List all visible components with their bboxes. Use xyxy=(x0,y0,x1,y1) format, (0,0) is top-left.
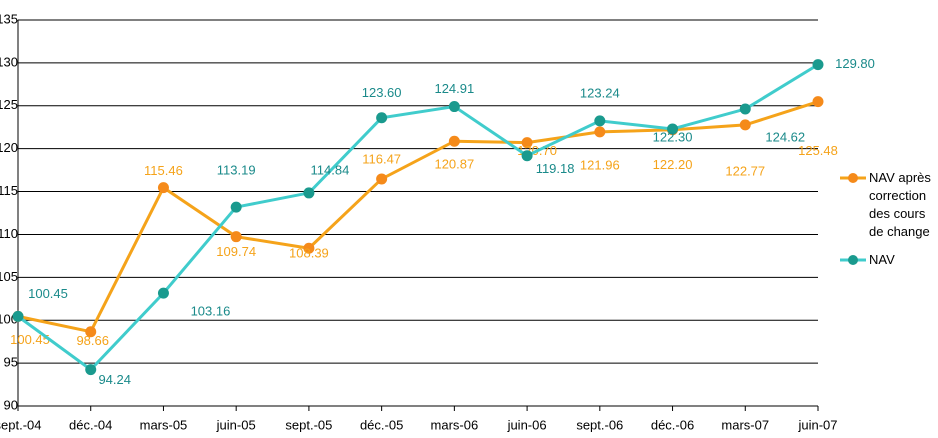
value-label: 122.77 xyxy=(725,163,765,178)
value-label: 108.39 xyxy=(289,246,329,261)
value-label: 115.46 xyxy=(144,163,183,178)
value-label: 124.91 xyxy=(434,81,474,96)
x-tick-label: mars-07 xyxy=(721,417,769,432)
point xyxy=(812,59,824,71)
value-label: 124.62 xyxy=(765,129,805,144)
x-tick-label: mars-05 xyxy=(140,417,188,432)
point xyxy=(85,326,97,338)
value-label: 121.96 xyxy=(580,157,620,172)
value-label: 109.74 xyxy=(216,244,256,259)
point xyxy=(376,173,388,185)
value-label: 125.48 xyxy=(798,143,838,158)
value-label: 103.16 xyxy=(191,304,231,319)
y-tick-label: 105 xyxy=(0,269,18,284)
y-tick-label: 115 xyxy=(0,183,18,198)
y-tick-label: 110 xyxy=(0,226,18,241)
x-tick-label: sept.-06 xyxy=(576,417,623,432)
point xyxy=(85,364,97,376)
legend-marker xyxy=(848,173,858,183)
point xyxy=(739,103,751,115)
x-tick-label: déc.-04 xyxy=(69,417,112,432)
y-tick-label: 130 xyxy=(0,54,18,69)
value-label: 113.19 xyxy=(217,163,256,178)
point xyxy=(739,119,751,131)
point xyxy=(594,115,606,127)
point xyxy=(448,135,460,147)
x-tick-label: déc.-05 xyxy=(360,417,403,432)
x-tick-label: sept.-05 xyxy=(285,417,332,432)
point xyxy=(157,287,169,299)
x-tick-label: juin-07 xyxy=(797,417,837,432)
point xyxy=(303,242,315,254)
point xyxy=(812,96,824,108)
x-tick-label: déc.-06 xyxy=(651,417,694,432)
y-tick-label: 95 xyxy=(4,355,18,370)
x-tick-label: juin-06 xyxy=(507,417,547,432)
y-tick-label: 90 xyxy=(4,397,18,412)
point xyxy=(230,201,242,213)
value-label: 119.18 xyxy=(536,161,575,176)
legend-marker xyxy=(848,255,858,265)
x-tick-label: mars-06 xyxy=(431,417,479,432)
point xyxy=(157,182,169,194)
value-label: 94.24 xyxy=(98,372,131,387)
value-label: 120.87 xyxy=(434,157,474,172)
legend-label: NAV xyxy=(869,252,895,267)
x-tick-label: sept.-04 xyxy=(0,417,41,432)
series-line xyxy=(17,63,819,372)
point xyxy=(521,137,533,149)
x-tick-label: juin-05 xyxy=(216,417,256,432)
value-label: 100.45 xyxy=(28,286,68,301)
point xyxy=(667,123,679,135)
y-tick-label: 120 xyxy=(0,140,18,155)
value-label: 100.45 xyxy=(10,332,50,347)
legend-label: NAV après correction des cours de change xyxy=(869,170,931,239)
point xyxy=(521,150,533,162)
point xyxy=(594,126,606,138)
point xyxy=(230,231,242,243)
value-label: 116.47 xyxy=(362,151,401,166)
value-label: 122.30 xyxy=(653,129,693,144)
y-tick-label: 125 xyxy=(0,97,18,112)
value-label: 114.84 xyxy=(311,162,350,177)
point xyxy=(12,310,24,322)
value-label: 129.80 xyxy=(835,56,875,71)
point xyxy=(448,101,460,113)
value-label: 122.20 xyxy=(653,157,693,172)
point xyxy=(303,187,315,199)
point xyxy=(376,112,388,124)
y-tick-label: 135 xyxy=(0,11,18,26)
value-label: 98.66 xyxy=(76,333,109,348)
series-line xyxy=(17,100,819,334)
value-label: 123.24 xyxy=(580,85,620,100)
value-label: 123.60 xyxy=(362,85,402,100)
